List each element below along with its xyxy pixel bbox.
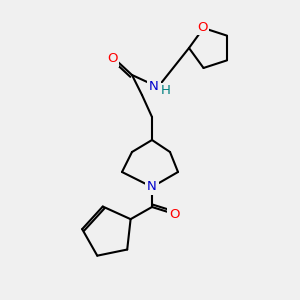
Text: O: O	[197, 20, 208, 34]
Text: O: O	[169, 208, 179, 220]
Text: N: N	[149, 80, 159, 94]
Text: N: N	[147, 181, 157, 194]
Text: O: O	[107, 52, 117, 65]
Text: H: H	[161, 85, 171, 98]
